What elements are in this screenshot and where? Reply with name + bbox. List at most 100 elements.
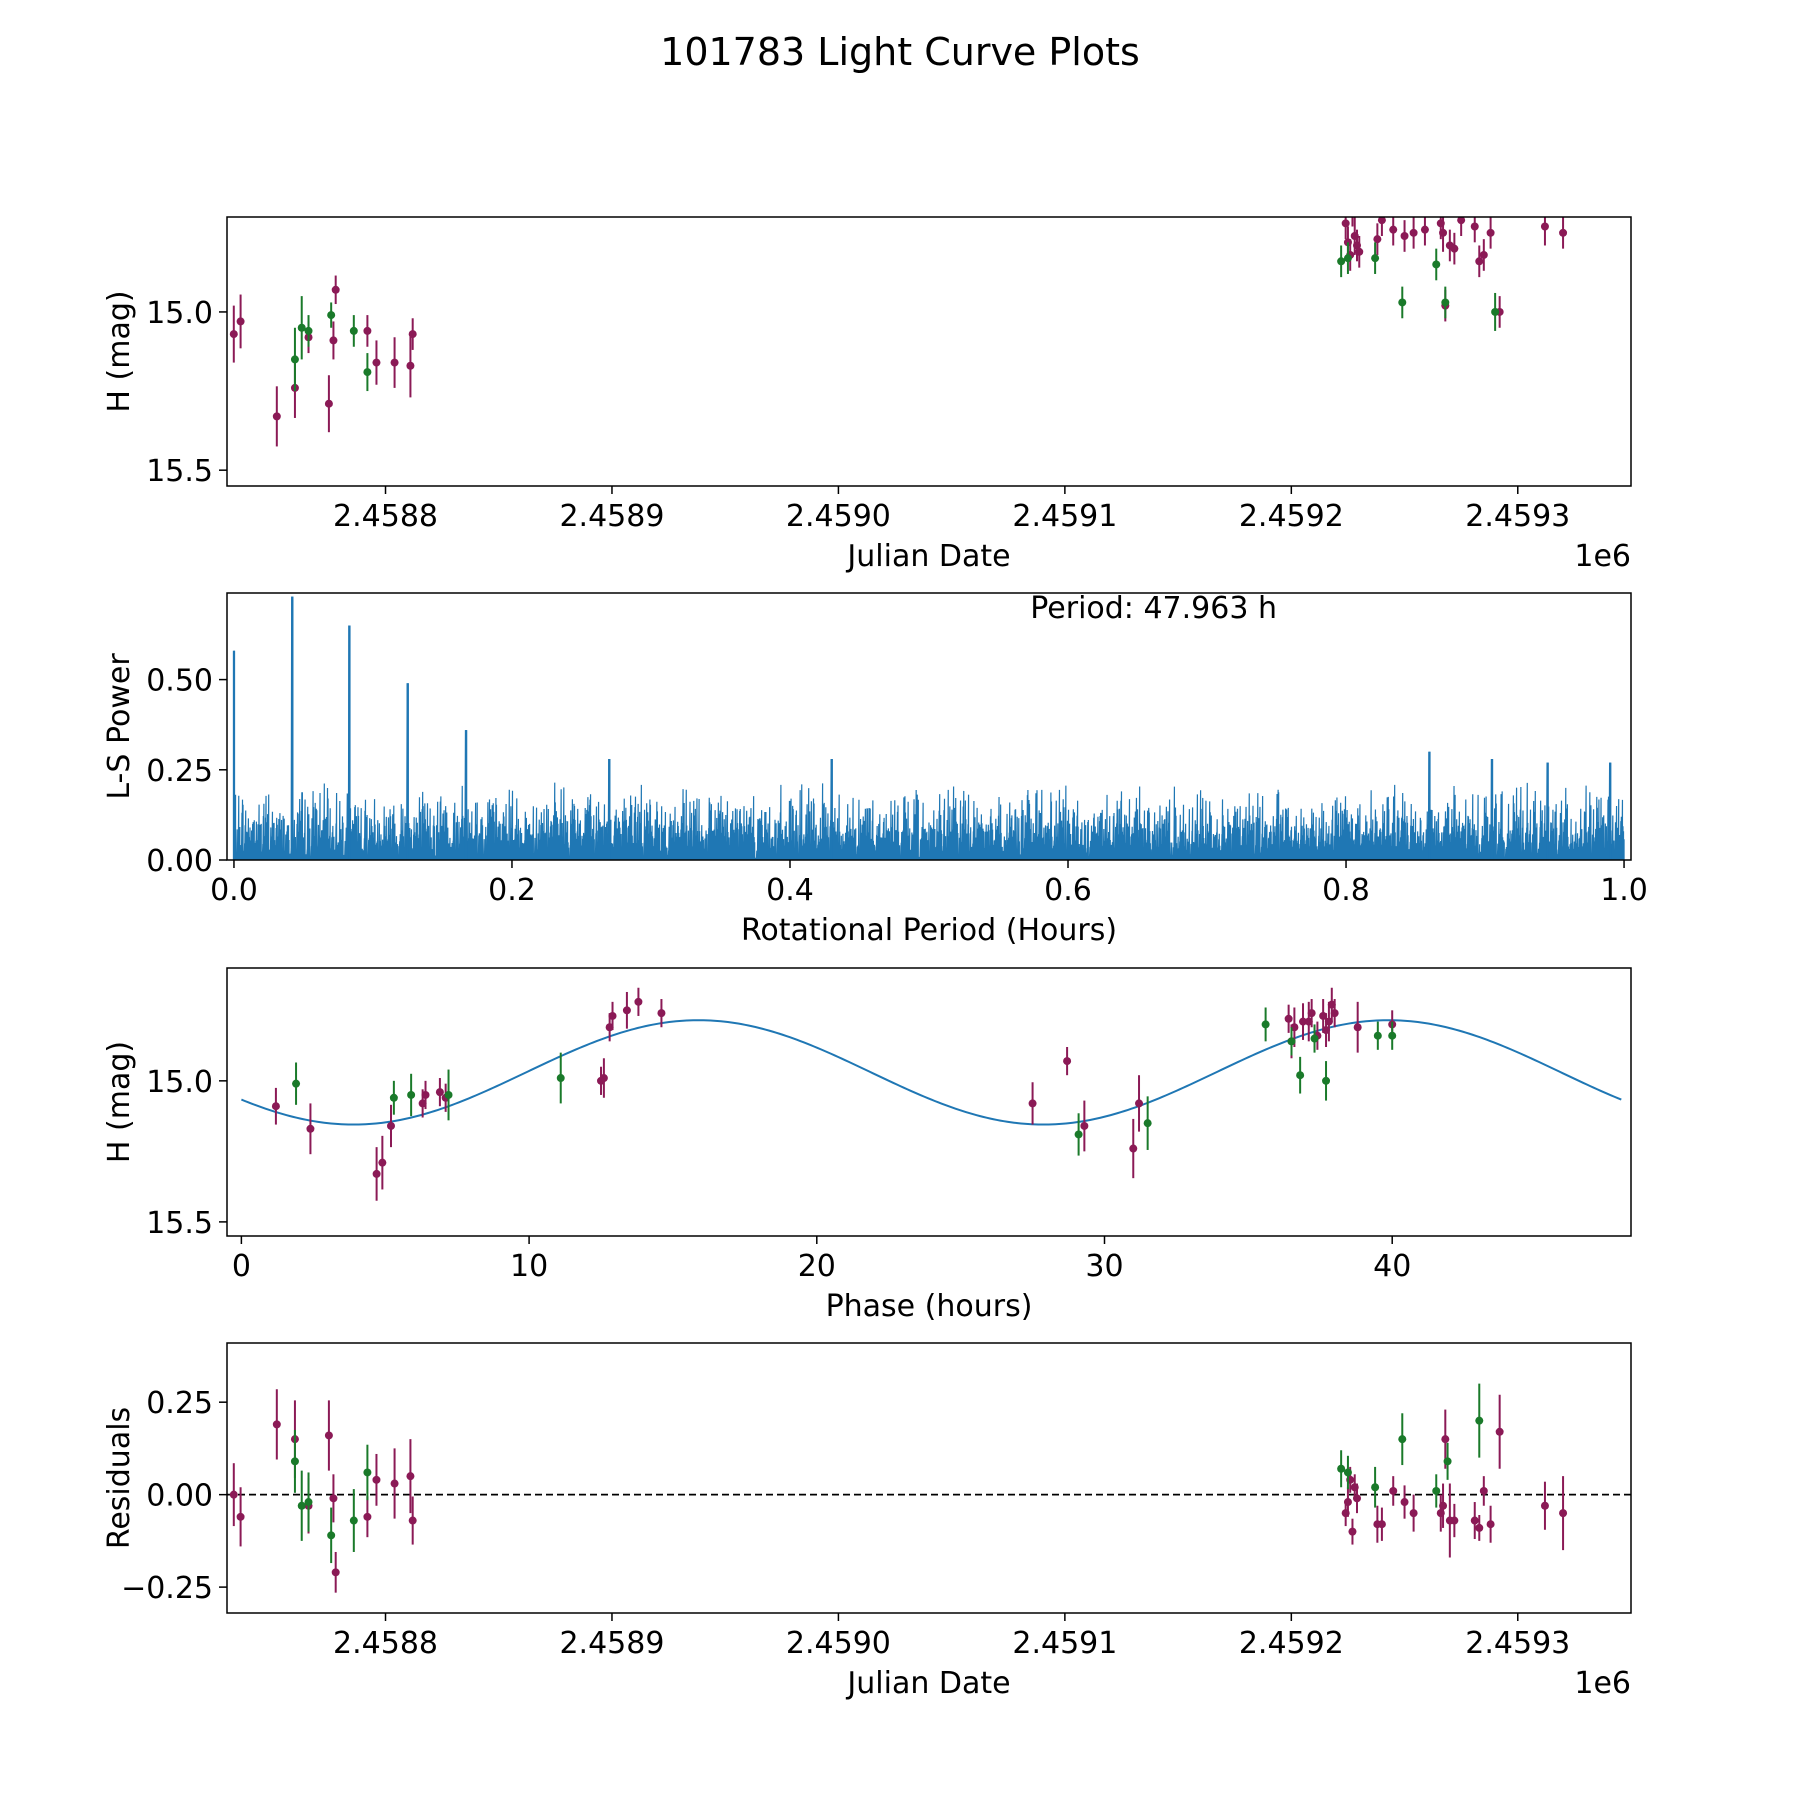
phased-point-purple — [608, 1011, 617, 1020]
phased-point-purple — [1299, 1017, 1308, 1026]
lightcurve-point-purple — [1373, 235, 1382, 244]
periodogram-xtick-label: 0.8 — [1322, 873, 1370, 908]
residuals-point-green — [290, 1457, 299, 1466]
residuals-point-purple — [1389, 1486, 1398, 1495]
periodogram-frame — [226, 592, 1632, 861]
phased-ytick-label: 15.5 — [146, 1206, 213, 1241]
phased-xtick-label: 30 — [1085, 1249, 1123, 1284]
residuals-xtick-label: 2.4589 — [559, 1626, 664, 1661]
lightcurve-point-purple — [1420, 225, 1429, 234]
periodogram-ytick-label: 0.50 — [146, 664, 213, 699]
residuals-ytick-label: 0.00 — [146, 1479, 213, 1514]
phased-ylabel: H (mag) — [102, 1041, 137, 1163]
lightcurve-point-purple — [324, 399, 333, 408]
lightcurve-point-green — [1371, 254, 1380, 263]
phased-point-purple — [386, 1121, 395, 1130]
phased-point-purple — [271, 1102, 280, 1111]
panel-periodogram: 0.0 0.2 0.4 0.6 0.8 1.0 0.00 0.25 0.50 Rotational… — [102, 591, 1648, 948]
lightcurve-point-purple — [1355, 247, 1364, 256]
residuals-ytick-label: −0.25 — [121, 1571, 213, 1606]
periodogram-ytick-label: 0.25 — [146, 754, 213, 789]
lightcurve-point-green — [363, 368, 372, 377]
residuals-point-green — [349, 1516, 358, 1525]
residuals-point-green — [363, 1468, 372, 1477]
residuals-offset-label: 1e6 — [1574, 1666, 1631, 1701]
lightcurve-xtick-label: 2.4590 — [786, 499, 891, 534]
phased-xtick-label: 0 — [232, 1249, 251, 1284]
lightcurve-point-green — [1432, 260, 1441, 269]
lightcurve-point-purple — [1409, 228, 1418, 237]
lightcurve-offset-label: 1e6 — [1574, 539, 1631, 574]
lightcurve-xtick-label: 2.4593 — [1465, 499, 1570, 534]
phased-point-green — [1296, 1071, 1305, 1080]
residuals-point-purple — [363, 1512, 372, 1521]
lightcurve-point-green — [290, 355, 299, 364]
residuals-point-green — [1337, 1464, 1346, 1473]
residuals-xtick-label: 2.4592 — [1239, 1626, 1344, 1661]
residuals-point-purple — [229, 1490, 238, 1499]
phased-point-purple — [1284, 1014, 1293, 1023]
periodogram-xtick-label: 0.0 — [210, 873, 258, 908]
lightcurve-point-purple — [408, 330, 417, 339]
lightcurve-point-purple — [1377, 217, 1386, 225]
residuals-point-green — [1371, 1483, 1380, 1492]
periodogram-line — [233, 596, 1625, 860]
panel-residuals: 2.4588 2.4589 2.4590 2.4591 2.4592 2.4593 0.25… — [102, 1342, 1632, 1701]
residuals-point-purple — [1495, 1427, 1504, 1436]
residuals-xtick-label: 2.4590 — [786, 1626, 891, 1661]
phased-ytick-label: 15.0 — [146, 1065, 213, 1100]
lightcurve-point-purple — [1470, 222, 1479, 231]
lightcurve-point-green — [1441, 298, 1450, 307]
lightcurve-point-purple — [229, 330, 238, 339]
residuals-point-green — [1475, 1416, 1484, 1425]
lightcurve-point-purple — [1475, 257, 1484, 266]
periodogram-xtick-label: 1.0 — [1600, 873, 1648, 908]
residuals-point-purple — [1409, 1509, 1418, 1518]
lightcurve-xtick-label: 2.4588 — [333, 499, 438, 534]
residuals-point-purple — [331, 1568, 340, 1577]
panel-phased: 0 10 20 30 40 15.5 15.0 Phase (hours) H (mag) — [102, 967, 1632, 1324]
lightcurve-point-purple — [1389, 225, 1398, 234]
lightcurve-point-green — [349, 326, 358, 335]
figure-title: 101783 Light Curve Plots — [660, 30, 1140, 74]
residuals-point-green — [1398, 1435, 1407, 1444]
lightcurve-point-purple — [406, 361, 415, 370]
residuals-point-green — [1443, 1457, 1452, 1466]
phased-point-purple — [599, 1074, 608, 1083]
phased-point-green — [292, 1079, 301, 1088]
lightcurve-point-purple — [236, 317, 245, 326]
residuals-point-purple — [1343, 1498, 1352, 1507]
phased-point-purple — [622, 1006, 631, 1015]
periodogram-ytick-label: 0.00 — [146, 844, 213, 879]
phased-point-purple — [657, 1009, 666, 1018]
lightcurve-point-purple — [1559, 228, 1568, 237]
phased-xtick-label: 40 — [1373, 1249, 1411, 1284]
phased-point-green — [1143, 1119, 1152, 1128]
residuals-point-purple — [1559, 1509, 1568, 1518]
periodogram-xlabel: Rotational Period (Hours) — [741, 913, 1117, 948]
phased-data — [241, 987, 1622, 1201]
phased-point-green — [444, 1090, 453, 1099]
phased-point-purple — [1080, 1121, 1089, 1130]
residuals-ylabel: Residuals — [102, 1407, 137, 1549]
phased-point-green — [1074, 1130, 1083, 1139]
residuals-ytick-label: 0.25 — [146, 1386, 213, 1421]
residuals-xtick-label: 2.4593 — [1465, 1626, 1570, 1661]
periodogram-data — [232, 596, 1625, 860]
phased-point-purple — [378, 1158, 387, 1167]
lightcurve-point-purple — [1479, 250, 1488, 259]
phased-point-green — [556, 1074, 565, 1083]
phased-point-purple — [1135, 1099, 1144, 1108]
residuals-xlabel: Julian Date — [845, 1666, 1010, 1701]
residuals-point-purple — [272, 1420, 281, 1429]
lightcurve-point-purple — [390, 358, 399, 367]
lightcurve-point-purple — [1400, 231, 1409, 240]
lightcurve-point-purple — [372, 358, 381, 367]
phased-point-green — [389, 1093, 398, 1102]
residuals-xtick-label: 2.4588 — [333, 1626, 438, 1661]
lightcurve-point-green — [304, 326, 313, 335]
lightcurve-point-purple — [1457, 217, 1466, 225]
residuals-point-purple — [1348, 1527, 1357, 1536]
residuals-point-purple — [1400, 1498, 1409, 1507]
residuals-point-purple — [1486, 1520, 1495, 1529]
